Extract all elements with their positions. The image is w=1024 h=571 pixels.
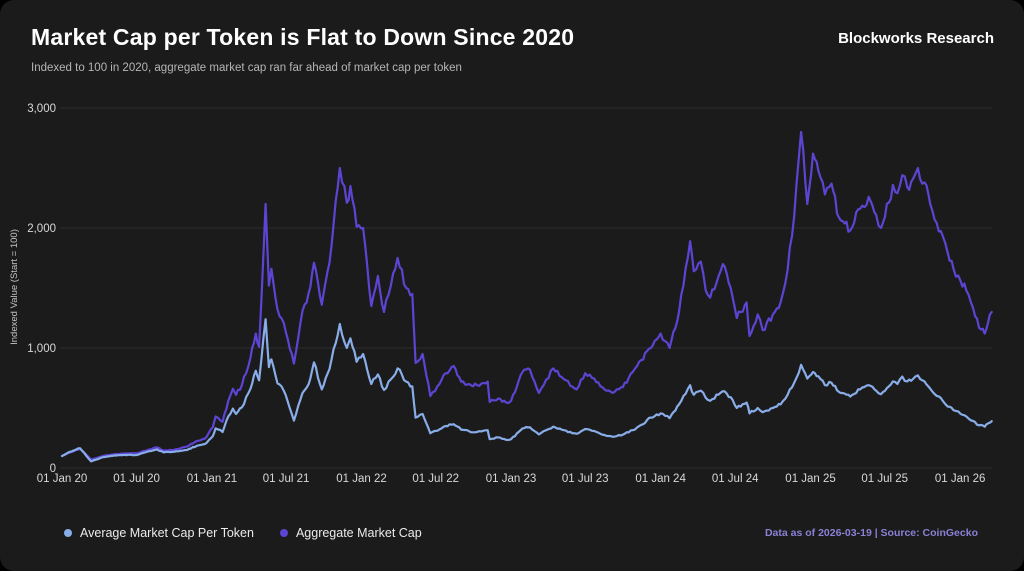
x-tick-label: 01 Jul 20 <box>113 473 160 485</box>
legend-label: Aggregate Market Cap <box>295 526 422 540</box>
legend-item-average-market-cap-per-token[interactable]: Average Market Cap Per Token <box>64 526 254 540</box>
x-tick-label: 01 Jan 20 <box>37 473 88 485</box>
x-tick-label: 01 Jan 21 <box>187 473 238 485</box>
brand-logo: Blockworks Research <box>838 30 994 47</box>
legend-dot-blue-icon <box>64 529 72 537</box>
source-note: Data as of 2026-03-19 | Source: CoinGeck… <box>764 527 978 539</box>
y-tick-label: 1,000 <box>27 343 56 355</box>
legend-label: Average Market Cap Per Token <box>80 526 254 540</box>
legend: Average Market Cap Per Token Aggregate M… <box>64 526 422 540</box>
x-tick-label: 01 Jul 25 <box>861 473 908 485</box>
x-tick-label: 01 Jul 23 <box>562 473 609 485</box>
y-axis-title: Indexed Value (Start = 100) <box>9 229 20 345</box>
x-tick-label: 01 Jan 23 <box>486 473 537 485</box>
legend-item-aggregate-market-cap[interactable]: Aggregate Market Cap <box>279 526 422 540</box>
x-tick-label: 01 Jan 26 <box>935 473 986 485</box>
y-tick-label: 0 <box>50 463 56 475</box>
x-tick-label: 01 Jul 24 <box>712 473 759 485</box>
series-line-average-market-cap-per-token[interactable] <box>60 318 993 463</box>
page-title: Market Cap per Token is Flat to Down Sin… <box>31 24 575 50</box>
y-tick-label: 2,000 <box>27 223 56 235</box>
y-tick-label: 3,000 <box>27 103 56 115</box>
x-tick-label: 01 Jul 21 <box>263 473 310 485</box>
page-subtitle: Indexed to 100 in 2020, aggregate market… <box>31 62 462 74</box>
x-tick-label: 01 Jan 24 <box>635 473 686 485</box>
x-tick-label: 01 Jul 22 <box>412 473 459 485</box>
legend-dot-purple-icon <box>279 529 288 537</box>
x-tick-label: 01 Jan 22 <box>336 473 387 485</box>
series-line-aggregate-market-cap[interactable] <box>60 130 993 461</box>
x-tick-label: 01 Jan 25 <box>785 473 836 485</box>
